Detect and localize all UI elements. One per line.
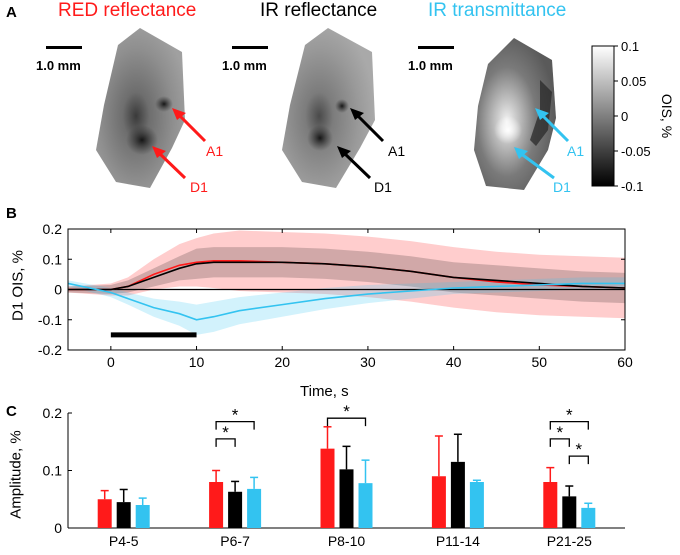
xtick-label: 50 — [532, 354, 548, 370]
bar-P8-10-0 — [320, 448, 335, 528]
chart-b-ylabel: D1 OIS, % — [9, 250, 27, 321]
bar-P4-5-2 — [135, 505, 150, 528]
scale-text-2: 1.0 mm — [222, 58, 267, 73]
significance-star: * — [575, 440, 582, 459]
bar-P8-10-2 — [358, 483, 373, 528]
significance-bracket — [215, 438, 236, 447]
bar-P11-14-1 — [450, 461, 465, 528]
colorbar-tick-label: 0.1 — [621, 39, 639, 54]
ytick-label: 0 — [54, 520, 62, 536]
red-a1-arrow — [176, 112, 207, 143]
bar-P21-25-0 — [543, 482, 558, 528]
ytick-label: -0.1 — [38, 312, 62, 328]
red-d1-arrow — [156, 150, 187, 180]
significance-star: * — [566, 406, 573, 425]
ir-a1-spot — [335, 99, 349, 113]
series-line-2 — [67, 282, 625, 321]
tr-d1-label: D1 — [553, 179, 571, 195]
ir-reflectance-title: IR reflectance — [260, 0, 378, 21]
red-a1-spot — [155, 96, 173, 112]
scale-bar-1 — [46, 46, 82, 49]
panel-c-label: C — [6, 403, 17, 420]
colorbar-label: OIS, % — [659, 94, 675, 138]
panel-b-label: B — [6, 205, 17, 222]
red-d1-spot — [126, 125, 158, 155]
scale-bar-2 — [232, 46, 268, 49]
ytick-label: -0.2 — [38, 342, 62, 358]
ir-d1-spot — [307, 125, 333, 151]
ytick-label: 0.1 — [43, 463, 63, 479]
bar-P21-25-1 — [562, 496, 577, 528]
category-label: P4-5 — [109, 533, 139, 549]
chart-b-xlabel: Time, s — [300, 383, 349, 400]
significance-bracket — [326, 417, 367, 427]
category-label: P8-10 — [328, 533, 366, 549]
xtick-label: 40 — [446, 354, 462, 370]
tr-a1-arrow — [539, 112, 570, 143]
significance-bracket — [549, 438, 570, 447]
bar-P11-14-0 — [431, 476, 446, 528]
category-label: P11-14 — [436, 533, 480, 549]
scale-bar-3 — [418, 46, 454, 49]
bar-P21-25-2 — [581, 507, 596, 528]
colorbar — [591, 45, 615, 187]
chart-c-ylabel: Amplitude, % — [7, 430, 25, 519]
xtick-label: 20 — [274, 354, 290, 370]
red-a1-label: A1 — [206, 143, 223, 159]
ir-d1-arrow — [341, 150, 372, 180]
amplitude-bar-chart: 00.10.2P4-5 P6-7 P8-10 P11-14 P21-25*** *** — [43, 405, 625, 549]
bar-P6-7-1 — [228, 491, 243, 528]
ir-a1-arrow — [354, 112, 385, 143]
ytick-label: 0.1 — [43, 251, 63, 267]
series-line-1 — [68, 261, 626, 291]
transmittance-map — [474, 38, 556, 190]
xtick-label: 0 — [107, 354, 115, 370]
tr-d1-spot — [494, 116, 522, 144]
bar-P6-7-0 — [209, 482, 224, 528]
significance-star: * — [343, 405, 350, 421]
colorbar-tick-label: 0.05 — [621, 74, 646, 89]
panel-a-label: A — [6, 4, 17, 21]
colorbar-tick-label: -0.05 — [621, 144, 651, 159]
bar-P4-5-0 — [97, 499, 112, 528]
time-course-chart: -0.2 -0.1 0 0.1 0.2 0 10 20 30 40 50 60 — [38, 221, 633, 370]
scale-text-3: 1.0 mm — [408, 58, 453, 73]
significance-star: * — [222, 423, 229, 442]
significance-bracket — [549, 420, 589, 430]
significance-star: * — [556, 423, 563, 442]
error-band-0 — [68, 230, 625, 319]
colorbar-tick-label: -0.1 — [621, 179, 643, 194]
ytick-label: 0.2 — [43, 405, 63, 421]
ir-d1-label: D1 — [374, 179, 392, 195]
scale-text-1: 1.0 mm — [36, 58, 81, 73]
red-map — [96, 28, 185, 188]
bar-P8-10-1 — [339, 469, 354, 528]
tr-d1-arrow — [519, 151, 555, 180]
category-label: P21-25 — [547, 533, 592, 549]
red-reflectance-title: RED reflectance — [58, 0, 197, 21]
significance-star: * — [232, 406, 239, 425]
ir-transmittance-title: IR transmittance — [428, 0, 567, 21]
ytick-label: 0.2 — [43, 221, 63, 237]
bar-P11-14-2 — [469, 482, 484, 528]
bar-P6-7-2 — [247, 488, 262, 528]
category-label: P6-7 — [220, 533, 250, 549]
colorbar-tick-label: 0 — [621, 109, 628, 124]
bar-P4-5-1 — [116, 502, 131, 528]
significance-bracket — [215, 420, 255, 430]
xtick-label: 60 — [617, 354, 633, 370]
significance-bracket — [568, 455, 589, 465]
ytick-label: 0 — [54, 282, 62, 298]
xtick-label: 30 — [360, 354, 376, 370]
xtick-label: 10 — [189, 354, 205, 370]
ir-a1-label: A1 — [388, 143, 405, 159]
ois-maps: A1 D1 A1 D1 A1 D1 0.1 0.05 0 -0.05 -0.1 OIS,… — [96, 28, 675, 195]
ir-map — [282, 28, 375, 188]
red-d1-label: D1 — [190, 179, 208, 195]
tr-a1-label: A1 — [567, 143, 584, 159]
